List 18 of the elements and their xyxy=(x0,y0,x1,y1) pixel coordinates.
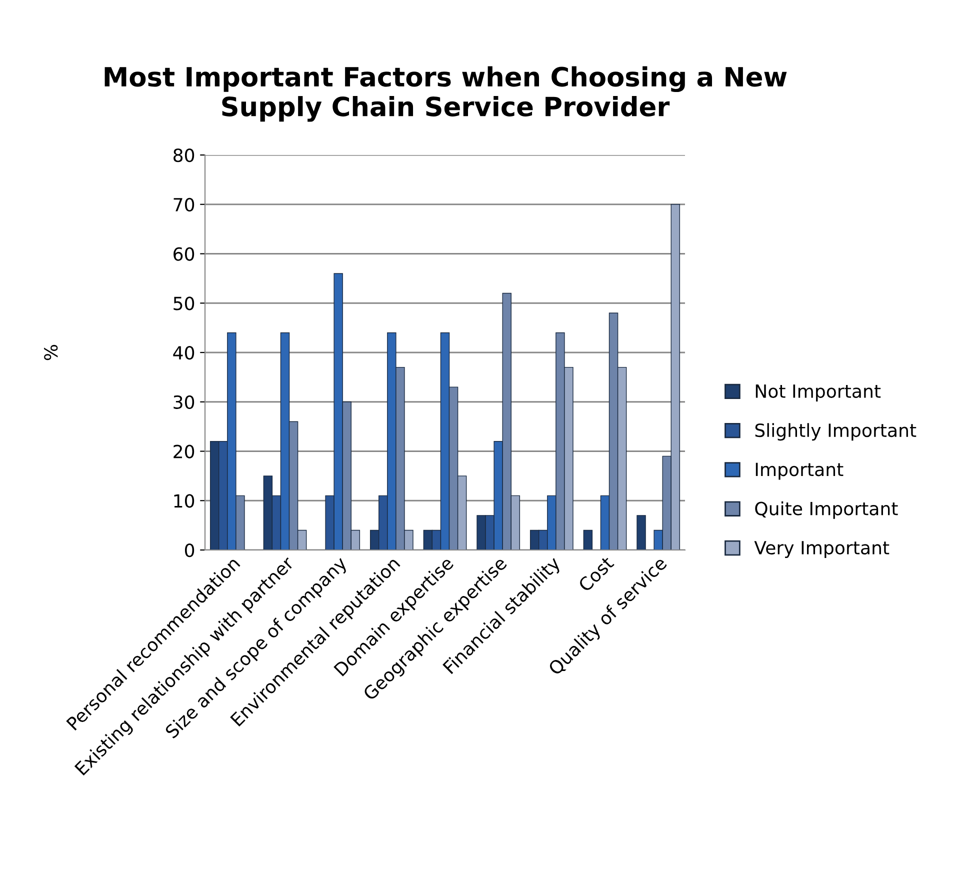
legend-label: Quite Important xyxy=(755,501,898,519)
legend-label: Not Important xyxy=(756,384,881,402)
y-tick-label: 60 xyxy=(174,247,194,261)
y-tick-label: 50 xyxy=(174,296,194,310)
y-tick-label: 80 xyxy=(174,148,194,162)
y-tick-label: 20 xyxy=(174,444,194,458)
y-tick-label: 30 xyxy=(174,395,194,409)
bar xyxy=(636,515,646,550)
legend-label: Important xyxy=(756,462,844,480)
legend-label: Very Important xyxy=(754,541,890,558)
y-tick-label: 10 xyxy=(174,494,194,508)
legend-label: Slightly Important xyxy=(755,423,916,441)
y-tick-label: 0 xyxy=(184,543,194,558)
y-tick-label: 40 xyxy=(173,346,194,360)
y-axis-title: % xyxy=(44,344,58,360)
bar xyxy=(583,530,593,550)
y-tick-label: 70 xyxy=(174,198,194,212)
chart-title: Most Important Factors when Choosing a New Supply Chain Service Provider xyxy=(104,66,787,122)
